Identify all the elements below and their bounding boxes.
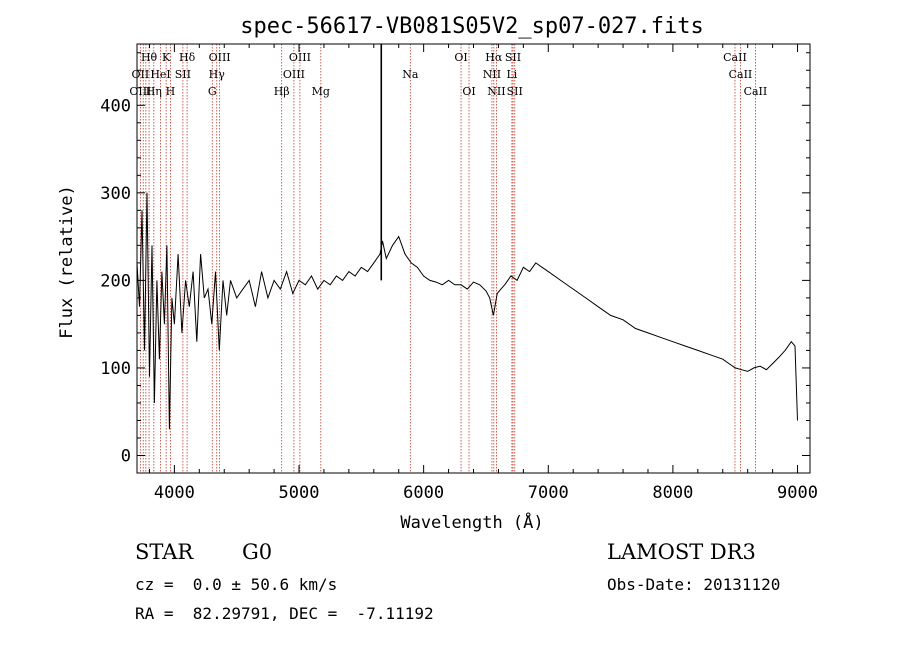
line-label: Hα — [485, 51, 503, 64]
y-axis-ticks: 0 100 200 300 400 — [100, 52, 810, 466]
x-tick-label: 4000 — [154, 483, 195, 503]
coordinates: RA = 82.29791, DEC = -7.11192 — [135, 604, 434, 623]
line-label: Hβ — [274, 85, 290, 98]
spectrum-series — [136, 44, 798, 430]
line-label: OI — [462, 85, 475, 98]
plot-frame — [136, 43, 811, 474]
line-label: SII — [505, 51, 521, 64]
y-tick-label: 0 — [121, 446, 131, 466]
line-label: NII — [483, 68, 501, 81]
object-subclass: G0 — [242, 540, 273, 564]
line-label: Mg — [312, 85, 330, 98]
obs-date: Obs-Date: 20131120 — [607, 575, 781, 594]
line-label: OIII — [283, 68, 305, 81]
line-label: OIII — [289, 51, 311, 64]
line-label: NII — [487, 85, 505, 98]
line-label: Hγ — [209, 68, 226, 81]
line-label: OIII — [209, 51, 231, 64]
x-axis-ticks: 4000 5000 6000 7000 8000 9000 — [148, 44, 818, 503]
line-label: Na — [402, 68, 419, 81]
y-tick-label: 100 — [100, 359, 131, 379]
line-label: Hη — [146, 85, 162, 98]
line-label: K — [162, 51, 171, 64]
line-label: OI — [454, 51, 467, 64]
line-label: SII — [507, 85, 523, 98]
y-tick-label: 200 — [100, 271, 131, 291]
emission-line-markers — [139, 44, 756, 473]
line-label: Li — [506, 68, 517, 81]
line-label: H — [166, 85, 176, 98]
line-label: CaII — [729, 68, 753, 81]
survey-name: LAMOST DR3 — [607, 540, 756, 564]
x-tick-label: 7000 — [528, 483, 569, 503]
line-label: CaII — [744, 85, 768, 98]
line-label: G — [208, 85, 217, 98]
x-axis-label: Wavelength (Å) — [400, 511, 543, 533]
y-tick-label: 400 — [100, 96, 131, 116]
object-class: STAR — [135, 540, 194, 564]
x-tick-label: 5000 — [279, 483, 320, 503]
line-label: Hδ — [179, 51, 196, 64]
chart-title: spec-56617-VB081S05V2_sp07-027.fits — [240, 14, 704, 39]
x-tick-label: 6000 — [403, 483, 444, 503]
line-label: OII — [132, 68, 150, 81]
line-label: HeI — [150, 68, 170, 81]
spectrum-line — [136, 192, 798, 430]
x-tick-label: 8000 — [652, 483, 693, 503]
y-axis-label: Flux (relative) — [57, 185, 77, 339]
line-label: SII — [175, 68, 191, 81]
line-label: CaII — [723, 51, 747, 64]
line-label: Hθ — [141, 51, 158, 64]
x-tick-label: 9000 — [777, 483, 818, 503]
line-label: OIII — [129, 85, 151, 98]
y-tick-label: 300 — [100, 184, 131, 204]
redshift-value: cz = 0.0 ± 50.6 km/s — [135, 575, 338, 594]
